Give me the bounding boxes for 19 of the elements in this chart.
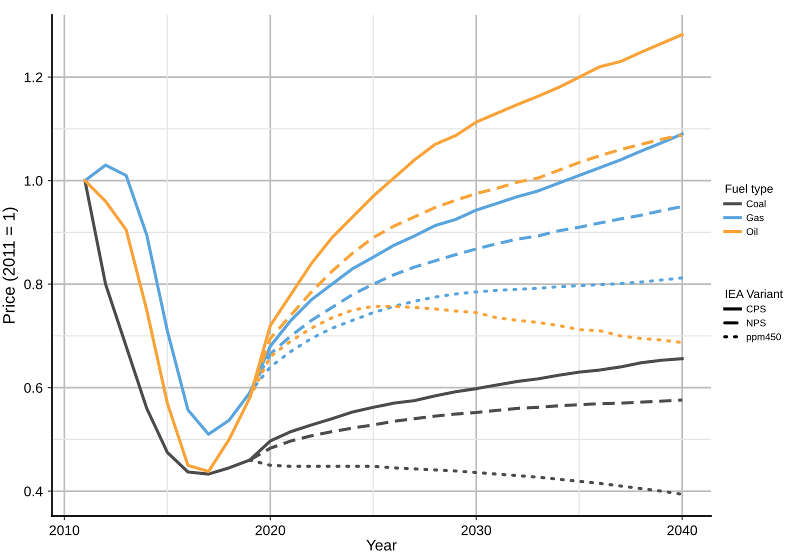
x-tick-label: 2020 xyxy=(256,525,286,536)
x-tick-label: 2010 xyxy=(50,525,80,536)
y-tick-label: 0.8 xyxy=(24,279,42,290)
text: ppm450 xyxy=(746,333,781,342)
text: NPS xyxy=(746,319,766,326)
x-axis-title: Year xyxy=(366,540,397,551)
x-tick-label: 2040 xyxy=(667,525,698,536)
legend-label: Coal xyxy=(746,200,766,208)
y-axis-title: Price (2011 = 1) xyxy=(2,208,18,324)
y-tick-label: 1.2 xyxy=(24,72,42,82)
text: CPS xyxy=(746,306,766,312)
text: IEA Variant xyxy=(726,289,783,298)
legend-label: Oil xyxy=(746,228,758,236)
legend-label: Gas xyxy=(746,214,764,222)
y-tick-label: 0.6 xyxy=(24,382,42,393)
text: Fuel type xyxy=(726,184,773,196)
x-tick-label: 2030 xyxy=(461,525,492,536)
y-tick-label: 1.0 xyxy=(24,176,42,186)
y-tick-label: 0.4 xyxy=(24,486,43,496)
